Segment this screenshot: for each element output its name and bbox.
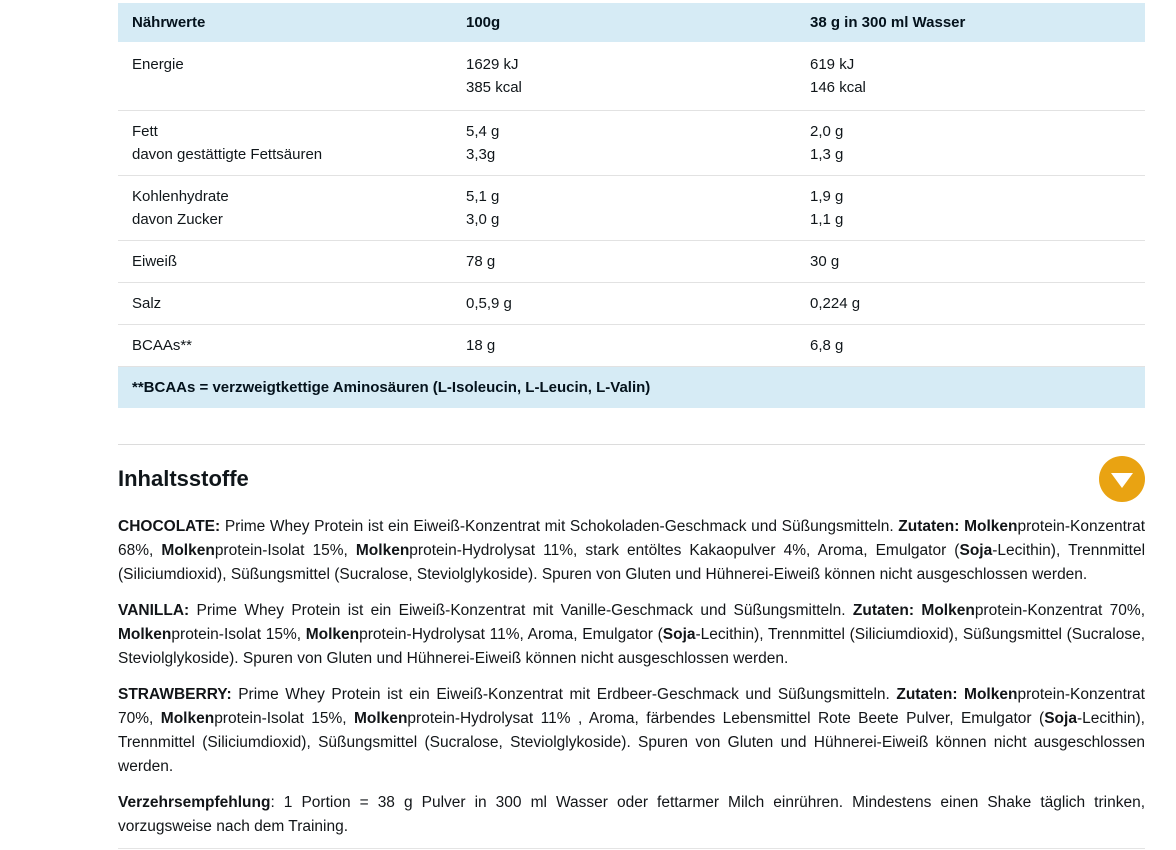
nutrient-label: Energie bbox=[132, 56, 184, 73]
value-per-100g: 1629 kJ bbox=[466, 56, 519, 73]
nutrition-table: Nährwerte 100g 38 g in 300 ml Wasser Ene… bbox=[118, 3, 1145, 408]
column-header-100g: 100g bbox=[466, 14, 501, 31]
content-column: Nährwerte 100g 38 g in 300 ml Wasser Ene… bbox=[118, 0, 1145, 850]
nutrition-table-header-row: Nährwerte 100g 38 g in 300 ml Wasser bbox=[118, 3, 1145, 42]
nutrient-label: BCAAs** bbox=[132, 337, 193, 354]
consumption-recommendation-paragraph: Verzehrsempfehlung: 1 Portion = 38 g Pul… bbox=[118, 794, 1145, 835]
value-per-100g: 5,4 g bbox=[466, 123, 500, 140]
nutrient-label: Salz bbox=[132, 295, 162, 312]
value-per-serving: 619 kJ bbox=[810, 56, 855, 73]
value-per-serving: 2,0 g bbox=[810, 123, 844, 140]
table-row-energie: Energie 1629 kJ 619 kJ 385 kcal 146 kcal bbox=[118, 42, 1145, 111]
table-row-eiweiss: Eiweiß 78 g 30 g bbox=[118, 241, 1145, 283]
nutrient-label: Fett bbox=[132, 123, 158, 140]
collapse-button[interactable] bbox=[1099, 456, 1145, 502]
ingredients-header: Inhaltsstoffe bbox=[118, 455, 1145, 503]
section-title: Inhaltsstoffe bbox=[118, 466, 249, 491]
value-per-100g: 385 kcal bbox=[466, 79, 522, 96]
value-per-100g: 3,3g bbox=[466, 146, 496, 163]
value-per-serving: 1,3 g bbox=[810, 146, 844, 163]
ingredients-paragraph-strawberry: STRAWBERRY: Prime Whey Protein ist ein E… bbox=[118, 686, 1145, 775]
table-row-salz: Salz 0,5,9 g 0,224 g bbox=[118, 283, 1145, 325]
value-per-100g: 0,5,9 g bbox=[466, 295, 512, 312]
table-row-fett: Fett 5,4 g 2,0 g davon gestättigte Fetts… bbox=[118, 111, 1145, 176]
column-header-naehrwerte: Nährwerte bbox=[132, 14, 206, 31]
table-row-bcaas: BCAAs** 18 g 6,8 g bbox=[118, 325, 1145, 367]
value-per-100g: 18 g bbox=[466, 337, 496, 354]
value-per-serving: 6,8 g bbox=[810, 337, 844, 354]
value-per-serving: 1,9 g bbox=[810, 188, 844, 205]
nutrient-label: davon Zucker bbox=[132, 211, 223, 228]
bcaa-footnote: **BCAAs = verzweigtkettige Aminosäuren (… bbox=[118, 367, 1145, 408]
value-per-serving: 1,1 g bbox=[810, 211, 844, 228]
value-per-100g: 3,0 g bbox=[466, 211, 500, 228]
table-row-kohlenhydrate: Kohlenhydrate 5,1 g 1,9 g davon Zucker 3… bbox=[118, 176, 1145, 241]
ingredients-section: Inhaltsstoffe CHOCOLATE: Prime Whey Prot… bbox=[118, 444, 1145, 850]
value-per-100g: 5,1 g bbox=[466, 188, 500, 205]
value-per-serving: 0,224 g bbox=[810, 295, 861, 312]
nutrient-label: Kohlenhydrate bbox=[132, 188, 229, 205]
column-header-serving: 38 g in 300 ml Wasser bbox=[810, 14, 966, 31]
value-per-serving: 146 kcal bbox=[810, 79, 866, 96]
chevron-down-icon bbox=[1111, 473, 1133, 488]
nutrient-label: Eiweiß bbox=[132, 253, 178, 270]
nutrient-label: davon gestättigte Fettsäuren bbox=[132, 146, 323, 163]
ingredients-paragraph-vanilla: VANILLA: Prime Whey Protein ist ein Eiwe… bbox=[118, 602, 1146, 667]
value-per-100g: 78 g bbox=[466, 253, 496, 270]
value-per-serving: 30 g bbox=[810, 253, 840, 270]
ingredients-paragraph-chocolate: CHOCOLATE: Prime Whey Protein ist ein Ei… bbox=[118, 518, 1146, 583]
